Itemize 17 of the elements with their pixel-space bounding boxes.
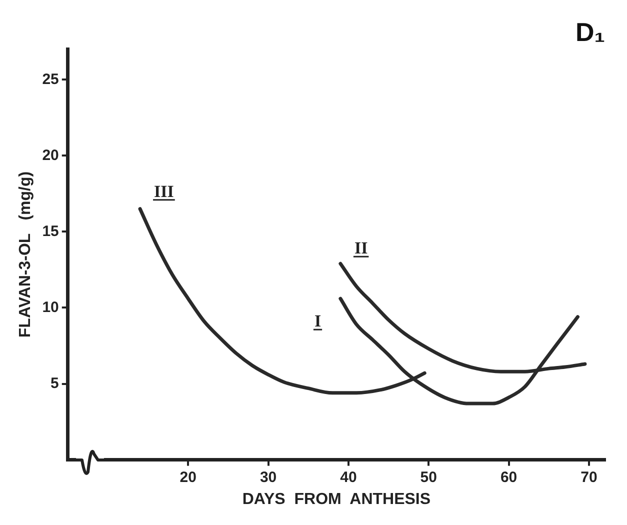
x-tick-label: 60 — [500, 468, 518, 486]
x-tick-label: 40 — [340, 468, 357, 486]
y-tick-label: 10 — [42, 298, 59, 316]
chart-title: D₁ — [575, 16, 605, 47]
y-tick-label: 5 — [50, 374, 59, 392]
x-tick-label: 70 — [580, 468, 598, 486]
y-tick-label: 25 — [42, 70, 59, 88]
x-tick-label: 20 — [180, 468, 196, 486]
x-tick-label: 30 — [260, 468, 277, 486]
y-axis-title: FLAVAN-3-OL (mg/g) — [17, 171, 34, 338]
y-tick-label: 20 — [42, 146, 59, 164]
series-label: II — [354, 238, 368, 258]
x-tick-label: 50 — [420, 468, 437, 486]
series-label: I — [314, 312, 322, 331]
series-label: III — [154, 182, 174, 201]
x-axis-title: DAYS FROM ANTHESIS — [242, 490, 431, 508]
y-tick-label: 15 — [42, 222, 59, 240]
